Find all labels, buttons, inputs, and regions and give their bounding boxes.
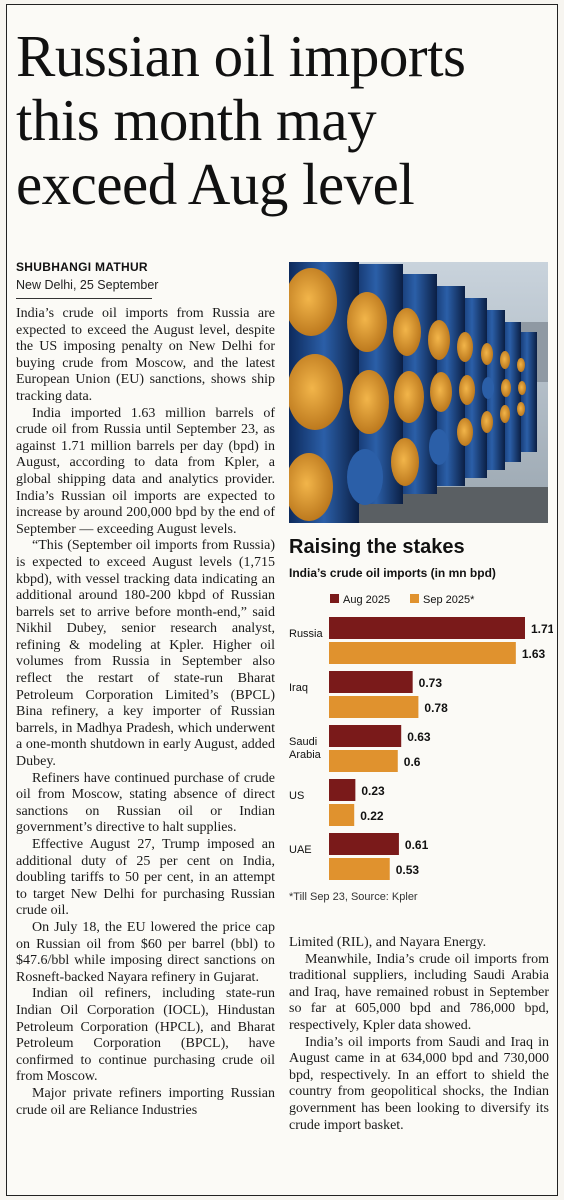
bar-chart: Aug 2025 Sep 2025* Russia 1.71 1.63 Iraq 0.73 0…: [285, 588, 555, 892]
data-label: 0.73: [419, 676, 443, 690]
legend-label: Sep 2025*: [423, 594, 475, 606]
bar: [329, 671, 413, 693]
chart-svg: Aug 2025 Sep 2025* Russia 1.71 1.63 Iraq 0.73 0…: [289, 594, 555, 880]
data-label: 0.6: [404, 755, 421, 769]
headline: Russian oil imports this month may excee…: [16, 24, 556, 216]
byline-rule: [16, 298, 152, 299]
chart-title: Raising the stakes: [289, 536, 465, 558]
bar: [329, 617, 525, 639]
chart-footnote: *Till Sep 23, Source: Kpler: [289, 891, 418, 903]
bar: [329, 750, 398, 772]
category-label: Iraq: [289, 682, 308, 694]
data-label: 0.22: [360, 809, 384, 823]
paragraph: “This (September oil imports from Russia…: [16, 538, 275, 770]
data-label: 1.71: [531, 622, 553, 636]
data-label: 1.63: [522, 647, 546, 661]
article-body-right: Limited (RIL), and Nayara Energy. Meanwh…: [289, 935, 549, 1134]
data-label: 0.23: [361, 784, 385, 798]
oil-barrels-photo: [289, 262, 548, 523]
bar: [329, 858, 390, 880]
headline-line-3: exceed Aug level: [16, 151, 415, 217]
paragraph: India’s crude oil imports from Russia ar…: [16, 306, 275, 404]
paragraph: Limited (RIL), and Nayara Energy.: [289, 935, 487, 950]
bar: [329, 642, 516, 664]
data-label: 0.78: [424, 701, 448, 715]
bar: [329, 833, 399, 855]
legend-swatch: [410, 594, 419, 603]
chart-subtitle: India’s crude oil imports (in mn bpd): [289, 566, 496, 580]
byline: SHUBHANGI MATHUR: [16, 260, 148, 274]
legend-swatch: [330, 594, 339, 603]
headline-line-2: this month may: [16, 87, 377, 153]
paragraph: India’s oil imports from Saudi and Iraq …: [289, 1034, 549, 1133]
bar: [329, 779, 356, 801]
article-body-left: India’s crude oil imports from Russia ar…: [16, 306, 275, 1119]
paragraph: Major private refiners importing Russian…: [16, 1085, 275, 1118]
headline-line-1: Russian oil imports: [16, 23, 466, 89]
paragraph: Indian oil refiners, including state-run…: [16, 986, 275, 1085]
data-label: 0.53: [396, 863, 420, 877]
bar: [329, 804, 355, 826]
paragraph: Meanwhile, India’s crude oil imports fro…: [289, 951, 549, 1033]
legend-label: Aug 2025: [343, 594, 390, 606]
data-label: 0.61: [405, 838, 429, 852]
page-frame: [6, 4, 558, 1196]
paragraph: Refiners have continued purchase of crud…: [16, 770, 275, 836]
dateline: New Delhi, 25 September: [16, 278, 159, 292]
category-label: Russia: [289, 628, 324, 640]
bar: [329, 725, 402, 747]
category-label: Arabia: [289, 749, 322, 761]
paragraph: On July 18, the EU lowered the price cap…: [16, 919, 275, 985]
category-label: UAE: [289, 844, 312, 856]
data-label: 0.63: [407, 730, 431, 744]
paragraph: India imported 1.63 million barrels of c…: [16, 405, 275, 537]
category-label: US: [289, 790, 304, 802]
bar: [329, 696, 419, 718]
paragraph: Effective August 27, Trump imposed an ad…: [16, 837, 275, 919]
category-label: Saudi: [289, 736, 317, 748]
